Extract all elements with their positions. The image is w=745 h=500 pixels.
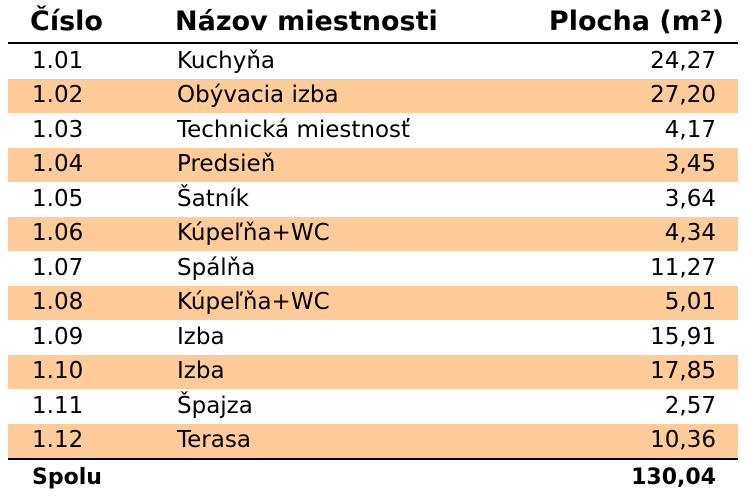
- room-name-cell: Obývacia izba: [153, 78, 548, 113]
- room-number-cell: 1.05: [8, 182, 153, 217]
- header-area: Plocha (m²): [548, 0, 738, 44]
- room-name-cell: Terasa: [153, 423, 548, 459]
- room-name-cell: Špajza: [153, 389, 548, 424]
- total-spacer: [153, 458, 548, 495]
- table-row: 1.01 Kuchyňa 24,27: [8, 43, 738, 79]
- room-area-cell: 5,01: [548, 285, 738, 320]
- room-number-cell: 1.03: [8, 113, 153, 148]
- total-row: Spolu 130,04: [8, 458, 738, 495]
- room-area-cell: 15,91: [548, 320, 738, 355]
- room-number-cell: 1.04: [8, 147, 153, 182]
- room-name-cell: Kúpeľňa+WC: [153, 216, 548, 251]
- room-name-cell: Kuchyňa: [153, 43, 548, 79]
- room-area-cell: 27,20: [548, 78, 738, 113]
- table-row: 1.10 Izba 17,85: [8, 354, 738, 389]
- room-area-cell: 3,64: [548, 182, 738, 217]
- table-footer: Spolu 130,04: [8, 458, 738, 495]
- room-number-cell: 1.10: [8, 354, 153, 389]
- header-row: Číslo Názov miestnosti Plocha (m²): [8, 0, 738, 44]
- room-number-cell: 1.08: [8, 285, 153, 320]
- total-label: Spolu: [8, 458, 153, 495]
- room-name-cell: Šatník: [153, 182, 548, 217]
- room-area-table: Číslo Názov miestnosti Plocha (m²) 1.01 K…: [8, 0, 738, 495]
- room-name-cell: Spálňa: [153, 251, 548, 286]
- table-header: Číslo Názov miestnosti Plocha (m²): [8, 0, 738, 44]
- table-row: 1.11 Špajza 2,57: [8, 389, 738, 424]
- table-row: 1.08 Kúpeľňa+WC 5,01: [8, 285, 738, 320]
- room-area-cell: 3,45: [548, 147, 738, 182]
- room-number-cell: 1.02: [8, 78, 153, 113]
- room-number-cell: 1.07: [8, 251, 153, 286]
- room-number-cell: 1.11: [8, 389, 153, 424]
- table-row: 1.07 Spálňa 11,27: [8, 251, 738, 286]
- table-row: 1.04 Predsieň 3,45: [8, 147, 738, 182]
- table-body: 1.01 Kuchyňa 24,27 1.02 Obývacia izba 27,20 1.…: [8, 43, 738, 459]
- room-number-cell: 1.09: [8, 320, 153, 355]
- room-number-cell: 1.12: [8, 423, 153, 459]
- room-number-cell: 1.01: [8, 43, 153, 79]
- table-row: 1.09 Izba 15,91: [8, 320, 738, 355]
- room-name-cell: Izba: [153, 354, 548, 389]
- table-row: 1.05 Šatník 3,64: [8, 182, 738, 217]
- room-area-cell: 4,17: [548, 113, 738, 148]
- room-area-cell: 10,36: [548, 423, 738, 459]
- room-area-cell: 17,85: [548, 354, 738, 389]
- header-number: Číslo: [8, 0, 153, 44]
- room-name-cell: Izba: [153, 320, 548, 355]
- room-name-cell: Kúpeľňa+WC: [153, 285, 548, 320]
- table-row: 1.03 Technická miestnosť 4,17: [8, 113, 738, 148]
- table-row: 1.12 Terasa 10,36: [8, 423, 738, 459]
- room-area-cell: 2,57: [548, 389, 738, 424]
- table-row: 1.06 Kúpeľňa+WC 4,34: [8, 216, 738, 251]
- room-area-cell: 11,27: [548, 251, 738, 286]
- room-number-cell: 1.06: [8, 216, 153, 251]
- room-area-cell: 4,34: [548, 216, 738, 251]
- table-row: 1.02 Obývacia izba 27,20: [8, 78, 738, 113]
- header-room-name: Názov miestnosti: [153, 0, 548, 44]
- room-name-cell: Technická miestnosť: [153, 113, 548, 148]
- room-area-cell: 24,27: [548, 43, 738, 79]
- total-area: 130,04: [548, 458, 738, 495]
- room-name-cell: Predsieň: [153, 147, 548, 182]
